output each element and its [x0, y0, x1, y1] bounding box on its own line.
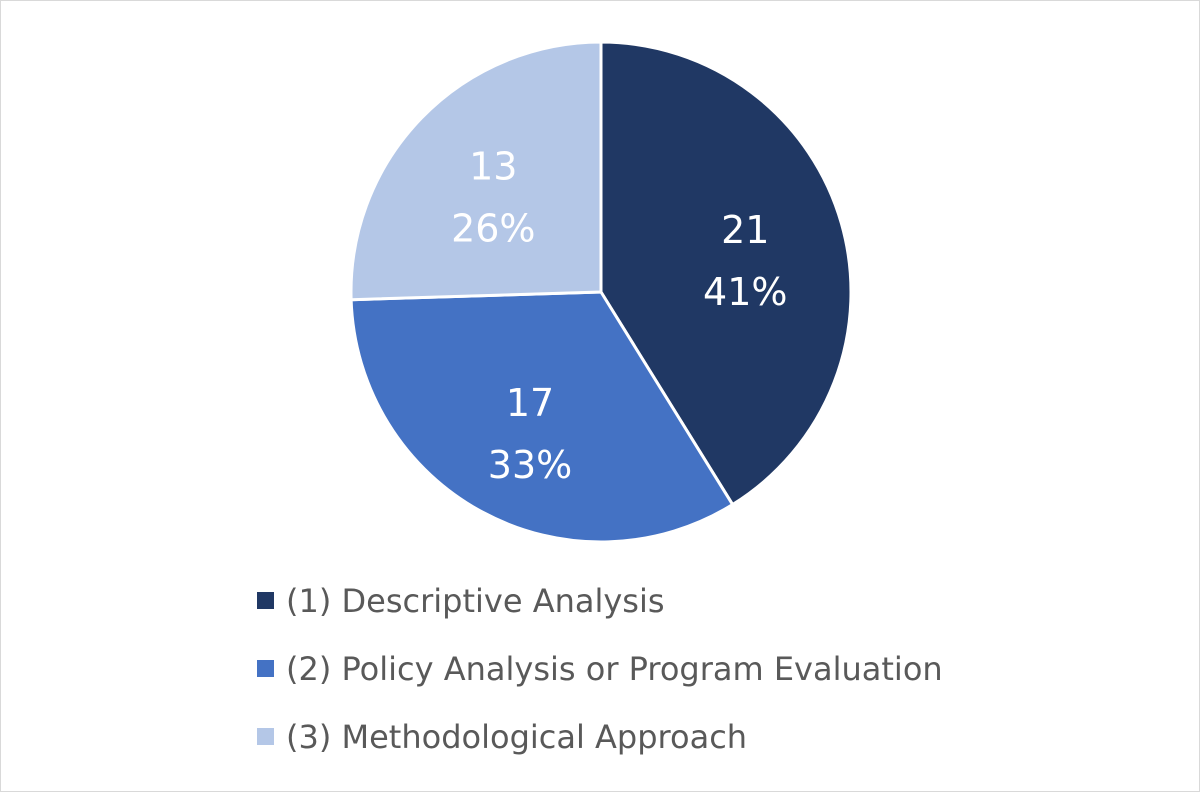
slice-value-label-methodological-approach: 13: [469, 145, 517, 189]
legend-swatch-methodological-approach: [257, 728, 274, 745]
slice-value-label-policy-analysis: 17: [506, 381, 554, 425]
slice-percent-label-policy-analysis: 33%: [488, 443, 572, 487]
slice-value-label-descriptive-analysis: 21: [721, 208, 769, 252]
legend-item-methodological-approach: (3) Methodological Approach: [257, 717, 943, 756]
legend-swatch-descriptive-analysis: [257, 592, 274, 609]
legend-item-policy-analysis: (2) Policy Analysis or Program Evaluatio…: [257, 649, 943, 688]
slice-percent-label-descriptive-analysis: 41%: [703, 270, 787, 314]
legend: (1) Descriptive Analysis (2) Policy Anal…: [257, 581, 943, 787]
legend-swatch-policy-analysis: [257, 660, 274, 677]
pie-chart: 21 41% 17 33% 13 26%: [349, 40, 853, 544]
pie-slice-policy-analysis: [349, 290, 735, 544]
legend-item-descriptive-analysis: (1) Descriptive Analysis: [257, 581, 943, 620]
legend-label-policy-analysis: (2) Policy Analysis or Program Evaluatio…: [286, 649, 943, 688]
slice-percent-label-methodological-approach: 26%: [451, 207, 535, 251]
legend-label-methodological-approach: (3) Methodological Approach: [286, 717, 748, 756]
pie-slice-descriptive-analysis: [599, 40, 853, 507]
legend-label-descriptive-analysis: (1) Descriptive Analysis: [286, 581, 665, 620]
pie-slice-methodological-approach: [349, 40, 603, 302]
